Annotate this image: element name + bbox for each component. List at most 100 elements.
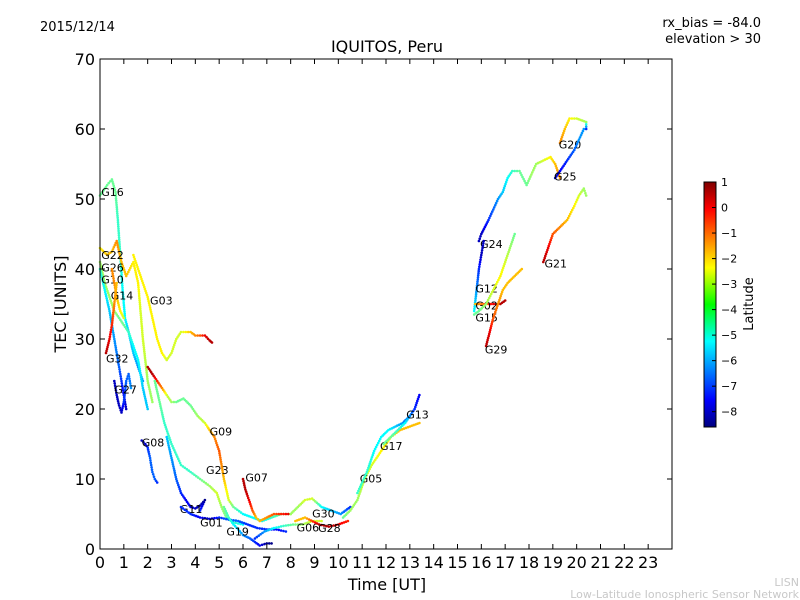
data-point xyxy=(244,490,248,493)
data-point xyxy=(132,346,136,350)
data-point xyxy=(156,392,159,395)
data-point xyxy=(141,386,145,390)
data-point xyxy=(128,334,132,338)
data-point xyxy=(475,288,478,292)
satellite-label: G16 xyxy=(101,186,124,199)
data-point xyxy=(574,200,578,204)
data-point xyxy=(119,258,123,262)
data-point xyxy=(108,337,111,341)
data-point xyxy=(303,498,307,502)
data-point xyxy=(129,384,132,388)
data-point xyxy=(546,246,550,250)
data-point xyxy=(164,425,168,429)
data-point xyxy=(166,439,169,443)
data-point xyxy=(481,244,485,247)
data-point xyxy=(511,169,514,173)
data-point xyxy=(120,411,123,414)
data-point xyxy=(124,318,127,322)
data-point xyxy=(174,339,177,343)
watermark-lisn: LISN xyxy=(774,576,799,589)
data-point xyxy=(413,407,416,411)
data-point xyxy=(120,280,124,283)
data-point xyxy=(313,521,317,524)
data-point xyxy=(476,276,480,279)
date-label: 2015/12/14 xyxy=(40,20,115,35)
data-point xyxy=(254,516,258,519)
data-point xyxy=(155,481,159,484)
data-point xyxy=(261,531,264,535)
data-point xyxy=(134,273,138,276)
data-point xyxy=(154,329,157,332)
data-point xyxy=(122,402,125,406)
data-point xyxy=(488,294,492,298)
data-point xyxy=(544,252,548,256)
data-point xyxy=(258,544,262,547)
x-tick-label: 14 xyxy=(423,553,443,572)
data-point xyxy=(116,400,120,403)
data-point xyxy=(162,417,165,421)
data-point xyxy=(214,439,218,443)
data-point xyxy=(480,249,484,252)
x-tick-label: 13 xyxy=(400,553,420,572)
data-point xyxy=(263,527,266,531)
data-point xyxy=(495,199,499,203)
x-tick-label: 2 xyxy=(143,553,153,572)
data-point xyxy=(189,505,192,509)
data-point xyxy=(520,267,524,271)
data-point xyxy=(112,304,116,308)
data-point xyxy=(363,474,367,478)
data-point xyxy=(114,292,117,295)
data-point xyxy=(134,271,138,274)
data-point xyxy=(123,312,126,316)
data-point xyxy=(311,520,315,523)
data-point xyxy=(332,524,335,527)
data-point xyxy=(165,430,169,433)
data-point xyxy=(195,474,198,478)
data-point xyxy=(150,398,154,402)
y-tick-label: 0 xyxy=(85,540,95,559)
data-point xyxy=(145,375,149,379)
data-point xyxy=(163,423,167,427)
data-point xyxy=(526,181,529,185)
data-point xyxy=(418,421,421,425)
data-point xyxy=(115,205,119,209)
data-point xyxy=(246,496,250,500)
data-point xyxy=(414,403,418,407)
data-point xyxy=(117,238,121,241)
data-point xyxy=(193,473,196,477)
data-point xyxy=(115,281,118,285)
data-point xyxy=(198,334,202,337)
data-point xyxy=(116,357,119,360)
data-point xyxy=(151,316,154,320)
elevation-label: elevation > 30 xyxy=(665,32,761,47)
data-point xyxy=(217,449,221,453)
data-point xyxy=(140,324,144,328)
data-point xyxy=(138,305,142,309)
data-point xyxy=(492,316,495,320)
data-point xyxy=(196,476,200,479)
data-point xyxy=(496,302,500,306)
data-point xyxy=(146,448,150,451)
data-point xyxy=(116,214,119,217)
data-point xyxy=(109,299,113,303)
data-point xyxy=(505,256,508,260)
data-point xyxy=(159,407,163,410)
data-point xyxy=(107,305,110,309)
data-point xyxy=(141,384,144,388)
data-point xyxy=(122,305,126,309)
data-point xyxy=(491,210,494,213)
data-point xyxy=(145,369,148,372)
data-point xyxy=(542,258,546,262)
data-point xyxy=(210,341,214,344)
data-point xyxy=(115,210,119,213)
data-point xyxy=(486,298,490,302)
data-point xyxy=(106,289,109,293)
data-point xyxy=(545,250,548,254)
colorbar-tick-label: 0 xyxy=(721,202,728,215)
data-point xyxy=(173,449,176,452)
series-g30: G30 xyxy=(289,497,352,520)
data-point xyxy=(111,274,115,278)
data-point xyxy=(140,277,143,281)
data-point xyxy=(111,313,115,316)
data-point xyxy=(572,206,575,210)
